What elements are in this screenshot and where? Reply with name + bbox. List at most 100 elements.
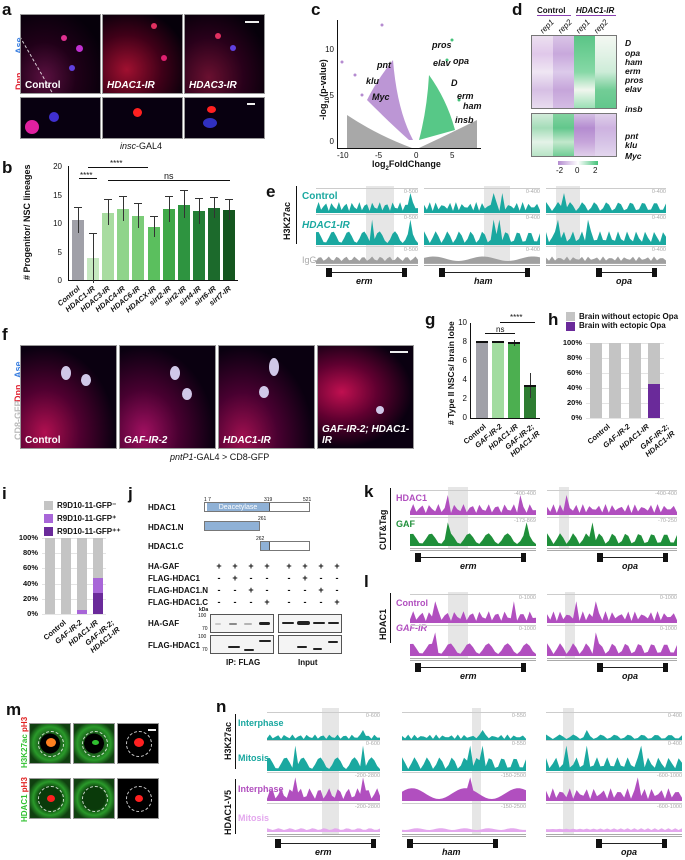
heatmap-bottom xyxy=(531,113,617,157)
plus-minus: - xyxy=(287,597,291,607)
track-label: Mitosis xyxy=(238,813,270,823)
track-range: 0-400 xyxy=(651,215,666,221)
gene-label: Myc xyxy=(372,92,390,102)
plus-minus: - xyxy=(319,597,323,607)
stacked-segment xyxy=(589,343,602,418)
track-label: Mitosis xyxy=(238,753,270,763)
bar xyxy=(192,211,205,280)
error-cap xyxy=(134,203,143,205)
bracket xyxy=(296,186,297,244)
stacked-segment xyxy=(60,538,72,614)
bar xyxy=(117,208,130,280)
error-bar xyxy=(108,200,110,226)
track-range: -600-1000 xyxy=(656,804,682,810)
track-top-line xyxy=(410,625,536,626)
gene-label: elav xyxy=(433,58,451,68)
plus-minus: - xyxy=(217,573,221,583)
baseline xyxy=(547,655,677,656)
heatmap-gene-label: pros xyxy=(625,75,644,85)
highlight-region xyxy=(563,708,574,834)
track-top-line xyxy=(546,740,682,741)
track-range: 0-600 xyxy=(365,713,380,719)
scale-tick: -2 xyxy=(556,166,564,175)
heatmap-gene-label: D xyxy=(625,38,632,48)
signal-track xyxy=(424,219,540,244)
panel-letter-e: e xyxy=(266,182,276,201)
bar xyxy=(508,342,520,418)
colorscale xyxy=(558,161,598,165)
exon xyxy=(521,553,526,562)
gene-model xyxy=(597,557,667,558)
exon xyxy=(407,839,413,848)
signal-track xyxy=(547,601,677,622)
gridline xyxy=(42,598,106,600)
y-axis xyxy=(337,20,338,148)
plus-minus: - xyxy=(265,585,269,595)
gene-model xyxy=(407,843,497,844)
row-label-m2: HDAC1 pH3 xyxy=(20,777,29,822)
plus-minus: - xyxy=(249,597,253,607)
track-top-line xyxy=(546,772,682,773)
track-range: 0-400 xyxy=(525,247,540,253)
hdac1-c-construct xyxy=(260,541,310,551)
sig-line xyxy=(108,180,230,181)
track-top-line xyxy=(424,188,540,189)
scale-bar xyxy=(390,351,408,353)
track-top-line xyxy=(547,625,677,626)
driver-label-f: pntP1-GAL4 > CD8-GFP xyxy=(170,452,270,462)
label-control: Control xyxy=(25,80,61,91)
error-bar xyxy=(213,197,215,219)
gene-label: pnt xyxy=(377,60,391,70)
y-tick: 60% xyxy=(566,368,582,377)
legend-item: R9D10-11-GFP⁻ xyxy=(57,501,117,510)
heatmap-gene-label: elav xyxy=(625,84,642,94)
track-label: GAF-IR xyxy=(396,623,427,633)
baseline xyxy=(410,622,536,623)
row-label: FLAG-HDAC1.N xyxy=(148,586,208,595)
dot-cluster xyxy=(508,341,520,344)
signal-track xyxy=(267,777,380,800)
signal-track xyxy=(316,256,418,262)
track-label: Control xyxy=(302,191,338,202)
track-top-line xyxy=(546,246,666,247)
blot-input-flag xyxy=(278,635,342,654)
track-top-line xyxy=(267,772,380,773)
track-top-line xyxy=(267,803,380,804)
track-separator xyxy=(547,548,677,551)
track-range: 0-1000 xyxy=(518,595,536,601)
signal-track xyxy=(402,745,526,770)
heatmap-gene-label: ham xyxy=(625,57,643,67)
y-tick: 40% xyxy=(566,383,582,392)
bracket xyxy=(390,488,391,550)
group-label: HDAC1-V5 xyxy=(223,789,233,835)
micrograph-m-green2 xyxy=(73,778,115,819)
error-cap xyxy=(179,190,188,192)
plus-minus: - xyxy=(287,585,291,595)
plus-minus: + xyxy=(248,561,254,571)
track-range: -600-1000 xyxy=(656,773,682,779)
track-label: IgG xyxy=(302,255,317,265)
micrograph-m-red1 xyxy=(117,723,159,764)
panel-letter-n: n xyxy=(216,697,227,716)
y-axis xyxy=(470,323,471,418)
gridline xyxy=(586,403,664,404)
panel-letter-i: i xyxy=(2,484,7,503)
gene-model xyxy=(415,667,525,668)
signal-track xyxy=(547,522,677,545)
highlight-region xyxy=(556,186,580,263)
bar xyxy=(177,204,190,280)
heatmap-gene-label: opa xyxy=(625,48,641,58)
micrograph-hdac3-ir-zoom xyxy=(184,97,265,139)
micrograph-control-zoom xyxy=(20,97,101,139)
plus-minus: - xyxy=(287,573,291,583)
baseline xyxy=(547,514,677,515)
scale-bar xyxy=(245,21,259,23)
plus-minus: + xyxy=(264,561,270,571)
legend-h: Brain without ectopic Opa Brain with ect… xyxy=(566,312,678,331)
signal-track xyxy=(267,828,380,831)
bar xyxy=(162,209,175,280)
plus-minus: + xyxy=(232,573,238,583)
track-separator xyxy=(546,834,682,837)
label-hdac1-ir: HDAC1-IR xyxy=(223,435,271,446)
panel-letter-a: a xyxy=(2,0,12,19)
